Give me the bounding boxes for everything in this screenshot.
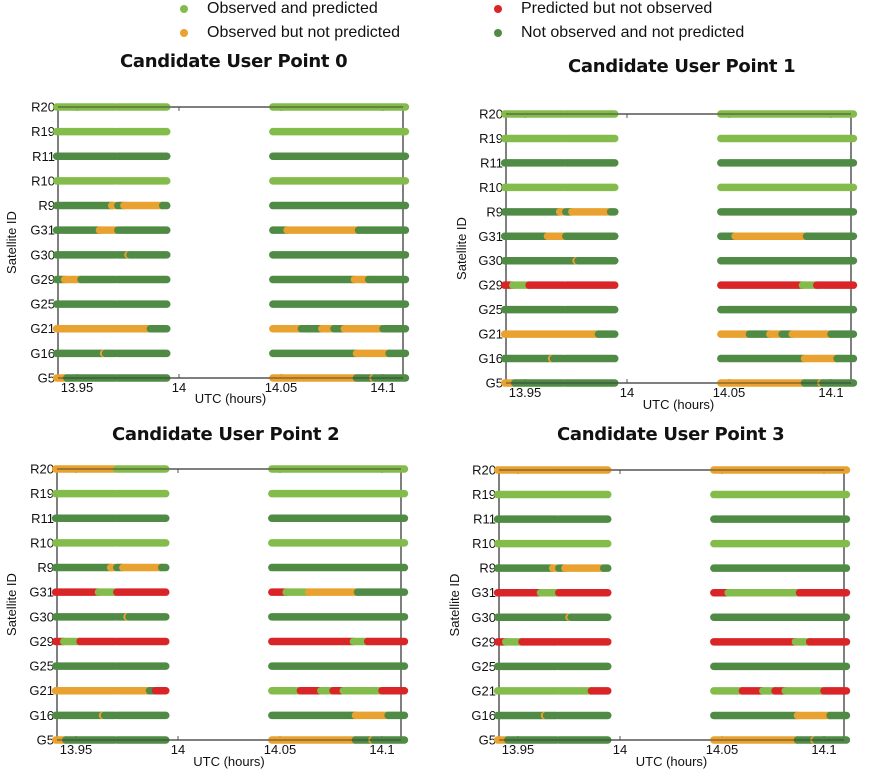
x-tick-label: 13.95 <box>509 385 542 400</box>
x-tick-label: 14 <box>613 742 627 757</box>
y-tick-label: G30 <box>29 609 54 624</box>
y-tick-label: G5 <box>479 733 496 748</box>
panel-1: 13.95 14 14.05 14.1 UTC (hours) Satellite ID R… <box>454 107 858 412</box>
panel-2: 13.95 14 14.05 14.1 UTC (hours) Satellite ID R… <box>4 462 409 769</box>
y-tick-label: G31 <box>29 585 54 600</box>
y-tick-label: G31 <box>478 229 503 244</box>
x-tick-label: 13.95 <box>61 380 94 395</box>
x-tick-label: 14.05 <box>713 385 746 400</box>
y-tick-label: G31 <box>471 585 496 600</box>
x-tick-label: 14.1 <box>818 385 843 400</box>
y-tick-label: R11 <box>473 512 496 527</box>
panel-title-0: Candidate User Point 0 <box>120 51 348 72</box>
legend-marker-icon <box>180 29 188 37</box>
y-tick-label: G29 <box>471 634 496 649</box>
y-tick-label: G25 <box>471 659 496 674</box>
y-tick-label: R9 <box>479 561 496 576</box>
x-tick-label: 14 <box>172 380 186 395</box>
legend-marker-icon <box>180 5 188 13</box>
y-tick-label: G31 <box>30 223 55 238</box>
legend-marker-icon <box>494 5 502 13</box>
y-tick-label: G16 <box>30 346 55 361</box>
y-tick-label: G30 <box>471 610 496 625</box>
y-tick-label: G21 <box>478 327 503 342</box>
y-tick-label: R10 <box>31 173 55 188</box>
y-tick-label: G16 <box>478 351 503 366</box>
x-tick-label: 14 <box>620 385 634 400</box>
x-axis-label: UTC (hours) <box>636 754 708 769</box>
y-tick-label: R19 <box>479 131 503 146</box>
panel-3: 13.95 14 14.05 14.1 UTC (hours) Satellite ID R… <box>447 463 851 769</box>
legend-label: Not observed and not predicted <box>521 24 745 41</box>
y-tick-label: R20 <box>30 462 54 477</box>
y-tick-label: G30 <box>478 253 503 268</box>
y-tick-label: R9 <box>486 204 503 219</box>
x-tick-label: 14 <box>171 742 185 757</box>
y-axis-label: Satellite ID <box>4 211 19 274</box>
y-tick-label: G25 <box>478 302 503 317</box>
y-tick-label: G25 <box>30 297 55 312</box>
y-tick-label: R10 <box>30 535 54 550</box>
legend-label: Predicted but not observed <box>521 0 713 17</box>
x-tick-label: 13.95 <box>502 742 535 757</box>
x-axis-label: UTC (hours) <box>195 391 267 406</box>
y-tick-label: R10 <box>479 180 503 195</box>
y-tick-label: R20 <box>479 107 503 122</box>
y-tick-label: R11 <box>31 511 54 526</box>
legend-label: Observed but not predicted <box>207 24 401 41</box>
legend-item-observed-predicted: Observed and predicted <box>180 0 378 18</box>
legend-item-predicted-not-observed: Predicted but not observed <box>494 0 713 18</box>
x-tick-label: 14.05 <box>706 742 739 757</box>
legend: Observed and predicted Observed but not … <box>0 0 893 46</box>
y-axis-label: Satellite ID <box>454 217 469 280</box>
panel-title-2: Candidate User Point 2 <box>112 424 340 445</box>
y-tick-label: R19 <box>30 486 54 501</box>
x-tick-label: 14.1 <box>811 742 836 757</box>
y-tick-label: G16 <box>29 708 54 723</box>
y-tick-label: G21 <box>471 683 496 698</box>
legend-label: Observed and predicted <box>207 0 378 17</box>
y-tick-label: G5 <box>38 371 55 386</box>
y-tick-label: G30 <box>30 247 55 262</box>
x-tick-label: 14.05 <box>265 380 298 395</box>
y-tick-label: G16 <box>471 708 496 723</box>
x-tick-label: 13.95 <box>60 742 93 757</box>
y-tick-label: R10 <box>472 536 496 551</box>
x-tick-label: 14.1 <box>369 742 394 757</box>
y-tick-label: R9 <box>37 560 54 575</box>
panel-title-1: Candidate User Point 1 <box>568 56 796 77</box>
y-tick-label: R11 <box>32 149 55 164</box>
y-tick-label: R19 <box>31 124 55 139</box>
y-tick-label: G5 <box>486 376 503 391</box>
legend-marker-icon <box>494 29 502 37</box>
y-tick-label: G29 <box>30 272 55 287</box>
y-tick-label: G29 <box>29 634 54 649</box>
y-tick-label: R9 <box>38 198 55 213</box>
y-tick-label: G29 <box>478 278 503 293</box>
y-axis-label: Satellite ID <box>4 573 19 636</box>
legend-item-not-observed-not-predicted: Not observed and not predicted <box>494 24 745 42</box>
legend-item-observed-not-predicted: Observed but not predicted <box>180 24 401 42</box>
x-axis-label: UTC (hours) <box>193 754 265 769</box>
y-tick-label: R20 <box>31 100 55 115</box>
y-tick-label: R20 <box>472 463 496 478</box>
x-tick-label: 14.1 <box>370 380 395 395</box>
y-tick-label: G21 <box>29 683 54 698</box>
y-tick-label: R11 <box>480 155 503 170</box>
y-tick-label: R19 <box>472 487 496 502</box>
x-axis-label: UTC (hours) <box>643 397 715 412</box>
y-tick-label: G21 <box>30 321 55 336</box>
y-tick-label: G5 <box>37 733 54 748</box>
y-axis-label: Satellite ID <box>447 574 462 637</box>
y-tick-label: G25 <box>29 659 54 674</box>
panel-0: 13.95 14 14.05 14.1 UTC (hours) Satellite ID R… <box>4 100 410 406</box>
x-tick-label: 14.05 <box>264 742 297 757</box>
panel-title-3: Candidate User Point 3 <box>557 424 785 445</box>
